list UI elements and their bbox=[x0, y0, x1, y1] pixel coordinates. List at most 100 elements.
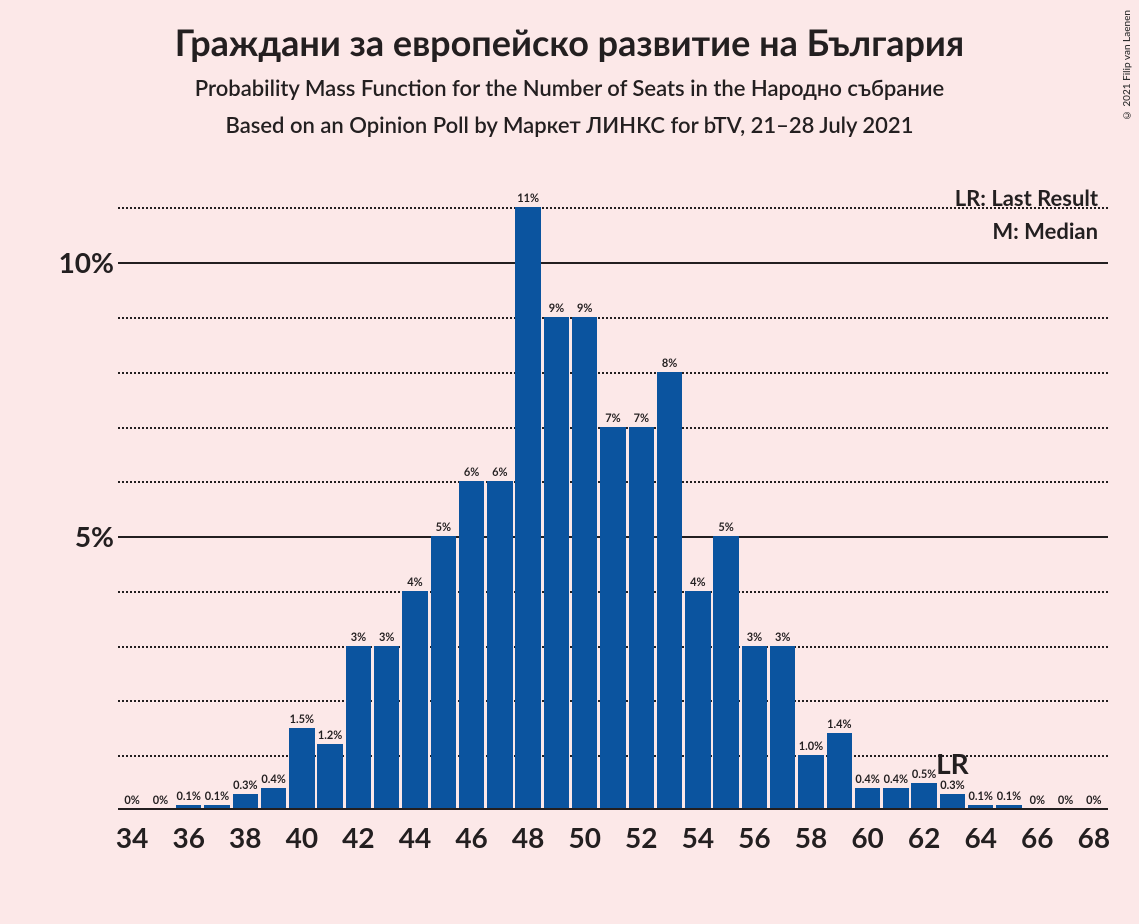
last-result-marker: LR bbox=[936, 746, 969, 780]
bar-value-label: 0.5% bbox=[912, 768, 936, 781]
bar: 7% bbox=[600, 427, 625, 810]
bar-slot: 0% bbox=[118, 180, 146, 810]
bar: 5% bbox=[431, 536, 456, 810]
x-tick-label: 48 bbox=[512, 820, 544, 854]
bar-value-label: 1.4% bbox=[827, 718, 851, 731]
bar-slot: 3% bbox=[344, 180, 372, 810]
bar: 4% bbox=[402, 591, 427, 810]
bar-slot: 4% bbox=[684, 180, 712, 810]
bar: 6% bbox=[459, 481, 484, 810]
bar-value-label: 7% bbox=[634, 412, 649, 425]
bar-value-label: 0.4% bbox=[261, 773, 285, 786]
x-axis-labels: 343638404244464850525456586062646668 bbox=[118, 820, 1108, 870]
bar-value-label: 9% bbox=[549, 302, 564, 315]
title-block: Граждани за европейско развитие на Бълга… bbox=[0, 0, 1139, 138]
bar-slot: 7% bbox=[627, 180, 655, 810]
x-tick-label: 50 bbox=[568, 820, 600, 854]
bar: 9% bbox=[544, 317, 569, 810]
x-tick-label: 54 bbox=[682, 820, 714, 854]
bar-value-label: 1.5% bbox=[290, 713, 314, 726]
x-tick-label: 34 bbox=[116, 820, 148, 854]
bar-slot: 3% bbox=[373, 180, 401, 810]
bar-slot: 7% bbox=[599, 180, 627, 810]
x-tick-label: 66 bbox=[1021, 820, 1053, 854]
chart-subtitle-1: Probability Mass Function for the Number… bbox=[0, 74, 1139, 101]
bar: 5% bbox=[713, 536, 738, 810]
bar-value-label: 8% bbox=[662, 357, 677, 370]
bar-value-label: 0.1% bbox=[205, 790, 229, 803]
bar-slot: 0.1% bbox=[203, 180, 231, 810]
bar-value-label: 0.3% bbox=[940, 779, 964, 792]
x-tick-label: 56 bbox=[738, 820, 770, 854]
bar: 0.4% bbox=[261, 788, 286, 810]
bar-value-label: 1.0% bbox=[799, 740, 823, 753]
y-tick-label: 10% bbox=[59, 245, 114, 279]
bar-slot: 0.1% bbox=[175, 180, 203, 810]
bar-slot: 1.5% bbox=[288, 180, 316, 810]
bar-value-label: 0% bbox=[153, 794, 168, 807]
bar: 1.5% bbox=[289, 728, 314, 810]
bar-value-label: 4% bbox=[407, 576, 422, 589]
bar-value-label: 0.1% bbox=[176, 790, 200, 803]
bar-value-label: 0% bbox=[1058, 794, 1073, 807]
bar: 3% bbox=[742, 646, 767, 810]
x-tick-label: 36 bbox=[172, 820, 204, 854]
bar-slot: 5% bbox=[429, 180, 457, 810]
bar-slot: 0.3% bbox=[231, 180, 259, 810]
x-tick-label: 44 bbox=[399, 820, 431, 854]
bar-value-label: 5% bbox=[436, 521, 451, 534]
bar: 1.4% bbox=[827, 733, 852, 810]
bar-slot: M9% bbox=[571, 180, 599, 810]
bar-value-label: 4% bbox=[690, 576, 705, 589]
bar-slot: 0.4% bbox=[853, 180, 881, 810]
x-tick-label: 58 bbox=[795, 820, 827, 854]
y-tick-label: 5% bbox=[75, 519, 114, 553]
bar-slot: 11% bbox=[514, 180, 542, 810]
bar-slot: 0.5% bbox=[910, 180, 938, 810]
x-tick-label: 46 bbox=[455, 820, 487, 854]
bar: 1.0% bbox=[798, 755, 823, 810]
bar-slot: 0.4% bbox=[882, 180, 910, 810]
bar-value-label: 6% bbox=[464, 466, 479, 479]
bar: 6% bbox=[487, 481, 512, 810]
bar-slot: 9% bbox=[542, 180, 570, 810]
bar: 4% bbox=[685, 591, 710, 810]
x-tick-label: 64 bbox=[964, 820, 996, 854]
bar-value-label: 3% bbox=[747, 631, 762, 644]
bar-value-label: 0.4% bbox=[884, 773, 908, 786]
bar-value-label: 5% bbox=[718, 521, 733, 534]
bar: 0.5% bbox=[911, 783, 936, 810]
bar-value-label: 0.1% bbox=[968, 790, 992, 803]
bar-slot: LR0.3% bbox=[938, 180, 966, 810]
bar-value-label: 3% bbox=[351, 631, 366, 644]
bar-slot: 0% bbox=[146, 180, 174, 810]
bar-slot: 0.1% bbox=[995, 180, 1023, 810]
x-tick-label: 40 bbox=[286, 820, 318, 854]
bar-value-label: 3% bbox=[775, 631, 790, 644]
x-tick-label: 60 bbox=[851, 820, 883, 854]
bar: 3% bbox=[374, 646, 399, 810]
chart-area: LR: Last Result M: Median 0%0%0.1%0.1%0.… bbox=[30, 180, 1120, 880]
bar-slot: 0.1% bbox=[967, 180, 995, 810]
copyright-text: © 2021 Filip van Laenen bbox=[1121, 10, 1133, 121]
bar-slot: 6% bbox=[457, 180, 485, 810]
bar-slot: 1.4% bbox=[825, 180, 853, 810]
bars-container: 0%0%0.1%0.1%0.3%0.4%1.5%1.2%3%3%4%5%6%6%… bbox=[118, 180, 1108, 810]
bar-slot: 3% bbox=[740, 180, 768, 810]
bar-value-label: 11% bbox=[517, 192, 539, 205]
bar-slot: 4% bbox=[401, 180, 429, 810]
bar: 3% bbox=[770, 646, 795, 810]
bar-slot: 0% bbox=[1051, 180, 1079, 810]
bar-value-label: 3% bbox=[379, 631, 394, 644]
bar-slot: 5% bbox=[712, 180, 740, 810]
x-tick-label: 38 bbox=[229, 820, 261, 854]
x-tick-label: 42 bbox=[342, 820, 374, 854]
bar-slot: 8% bbox=[655, 180, 683, 810]
bar-slot: 6% bbox=[486, 180, 514, 810]
bar: 0.4% bbox=[883, 788, 908, 810]
bar-value-label: 7% bbox=[605, 412, 620, 425]
bar-value-label: 6% bbox=[492, 466, 507, 479]
x-tick-label: 68 bbox=[1078, 820, 1110, 854]
bar: 11% bbox=[515, 207, 540, 810]
plot-area: LR: Last Result M: Median 0%0%0.1%0.1%0.… bbox=[118, 180, 1108, 810]
